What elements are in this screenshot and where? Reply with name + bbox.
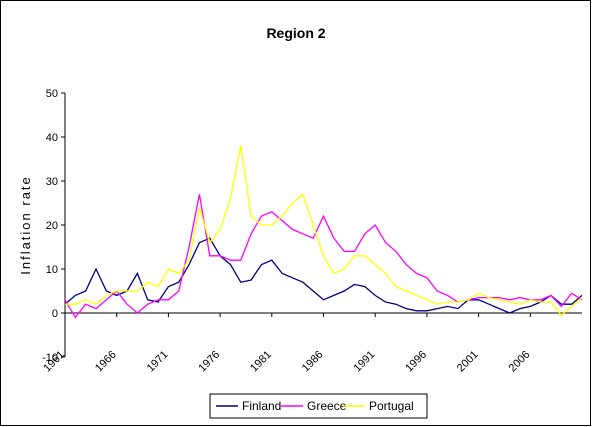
legend-label: Greece [307, 399, 347, 413]
chart-title: Region 2 [266, 25, 325, 41]
legend-label: Finland [242, 399, 281, 413]
y-axis-label: Inflation rate [18, 175, 33, 275]
series-line [64, 237, 583, 314]
y-tick-label: 0 [52, 308, 58, 320]
series-line [64, 194, 583, 319]
series-line [65, 145, 583, 317]
y-tick-label: 40 [46, 132, 58, 144]
y-tick-label: 20 [46, 220, 58, 232]
legend: Finland Greece Portugal [209, 393, 428, 419]
legend-box [209, 393, 428, 419]
y-tick-label: 50 [46, 88, 58, 100]
y-tick-label: 30 [46, 176, 58, 188]
legend-label: Portugal [369, 399, 414, 413]
y-tick-label: -10 [42, 352, 58, 364]
y-tick-label: 10 [46, 264, 58, 276]
